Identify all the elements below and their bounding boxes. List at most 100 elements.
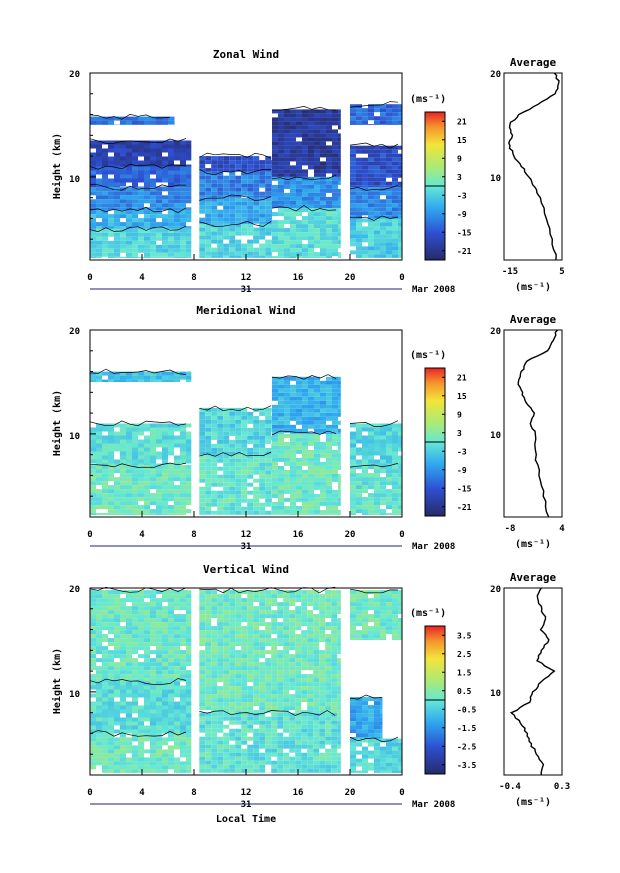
heatmap-cell <box>211 427 218 432</box>
heatmap-cell <box>332 473 338 478</box>
heatmap-cell <box>350 477 356 482</box>
heatmap-cell <box>217 634 224 639</box>
heatmap-cell <box>296 204 302 209</box>
heatmap-cell <box>217 243 224 248</box>
heatmap-cell <box>132 674 138 679</box>
heatmap-cell <box>278 121 284 126</box>
heatmap-cell <box>205 427 212 432</box>
heatmap-cell <box>223 164 230 169</box>
heatmap-cell <box>289 670 296 675</box>
heatmap-cell <box>138 447 144 452</box>
heatmap-cell <box>374 709 380 714</box>
heatmap-cell <box>283 740 290 745</box>
heatmap-cell <box>265 195 272 198</box>
heatmap-cell <box>326 169 332 174</box>
heatmap-cell <box>180 650 186 655</box>
heatmap-cell <box>308 481 314 486</box>
heatmap-cell <box>217 239 224 244</box>
heatmap-cell <box>120 626 126 631</box>
heatmap-cell <box>392 242 398 247</box>
heatmap-cell <box>108 439 114 444</box>
heatmap-cell <box>332 216 338 221</box>
heatmap-cell <box>120 459 126 464</box>
heatmap-cell <box>229 602 236 607</box>
heatmap-cell <box>229 451 236 455</box>
heatmap-cell <box>392 234 398 239</box>
heatmap-cell <box>307 630 314 635</box>
heatmap-cell <box>259 650 266 655</box>
heatmap-cell <box>301 618 308 623</box>
heatmap-cell <box>120 140 126 145</box>
heatmap-cell <box>350 701 356 706</box>
heatmap-cell <box>272 196 278 201</box>
heatmap-cell <box>120 435 126 440</box>
heatmap-cell <box>380 431 386 436</box>
heatmap-cell <box>253 710 260 713</box>
heatmap-cell <box>271 666 278 671</box>
heatmap-cell <box>289 658 296 663</box>
heatmap-cell <box>320 145 326 150</box>
heatmap-cell <box>259 630 266 635</box>
heatmap-cell <box>156 741 162 746</box>
heatmap-cell <box>284 509 290 514</box>
heatmap-cell <box>150 705 156 710</box>
heatmap-cell <box>368 435 374 440</box>
heatmap-cell <box>247 156 254 161</box>
heatmap-cell <box>90 160 96 165</box>
heatmap-cell <box>302 396 308 401</box>
heatmap-cell <box>320 129 326 134</box>
heatmap-cell <box>272 109 278 114</box>
heatmap-cell <box>186 252 192 257</box>
heatmap-cell <box>180 256 186 258</box>
heatmap-cell <box>331 654 338 659</box>
heatmap-cell <box>374 177 380 182</box>
heatmap-cell <box>271 470 272 475</box>
heatmap-cell <box>356 161 362 166</box>
heatmap-cell <box>326 424 332 429</box>
heatmap-cell <box>350 721 356 726</box>
heatmap-cell <box>290 121 296 126</box>
heatmap-cell <box>265 187 272 192</box>
heatmap-cell <box>162 626 168 631</box>
heatmap-cell <box>114 152 120 157</box>
heatmap-cell <box>368 709 374 714</box>
heatmap-cell <box>284 141 290 146</box>
heatmap-cell <box>211 458 218 463</box>
heatmap-cell <box>277 690 284 695</box>
heatmap-cell <box>272 236 278 241</box>
heatmap-cell <box>90 685 96 690</box>
heatmap-cell <box>180 670 186 675</box>
heatmap-cell <box>162 435 168 440</box>
heatmap-cell <box>319 610 326 615</box>
heatmap-cell <box>199 435 206 440</box>
heatmap-cell <box>144 602 150 607</box>
heatmap-cell <box>205 191 212 196</box>
heatmap-cell <box>138 733 144 738</box>
heatmap-cell <box>308 121 314 126</box>
heatmap-cell <box>205 195 212 198</box>
heatmap-cell <box>235 666 242 671</box>
heatmap-cell <box>302 449 308 454</box>
heatmap-cell <box>278 125 284 130</box>
heatmap-cell <box>278 145 284 150</box>
heatmap-cell <box>235 744 242 749</box>
heatmap-cell <box>217 678 224 683</box>
heatmap-cell <box>132 447 138 452</box>
heatmap-cell <box>174 654 180 659</box>
heatmap-cell <box>392 477 398 482</box>
contour-line <box>271 430 337 436</box>
heatmap-cell <box>138 228 144 233</box>
heatmap-cell <box>302 224 308 229</box>
heatmap-cell <box>271 622 278 627</box>
heatmap-cell <box>314 165 320 170</box>
heatmap-cell <box>217 171 224 176</box>
heatmap-cell <box>338 485 341 490</box>
heatmap-cell <box>156 614 162 619</box>
heatmap-cell <box>132 681 138 686</box>
heatmap-cell <box>259 191 266 196</box>
heatmap-cell <box>338 256 341 258</box>
heatmap-cell <box>120 182 126 187</box>
heatmap-cell <box>168 371 174 376</box>
heatmap-cell <box>277 658 284 663</box>
heatmap-cell <box>162 729 168 734</box>
